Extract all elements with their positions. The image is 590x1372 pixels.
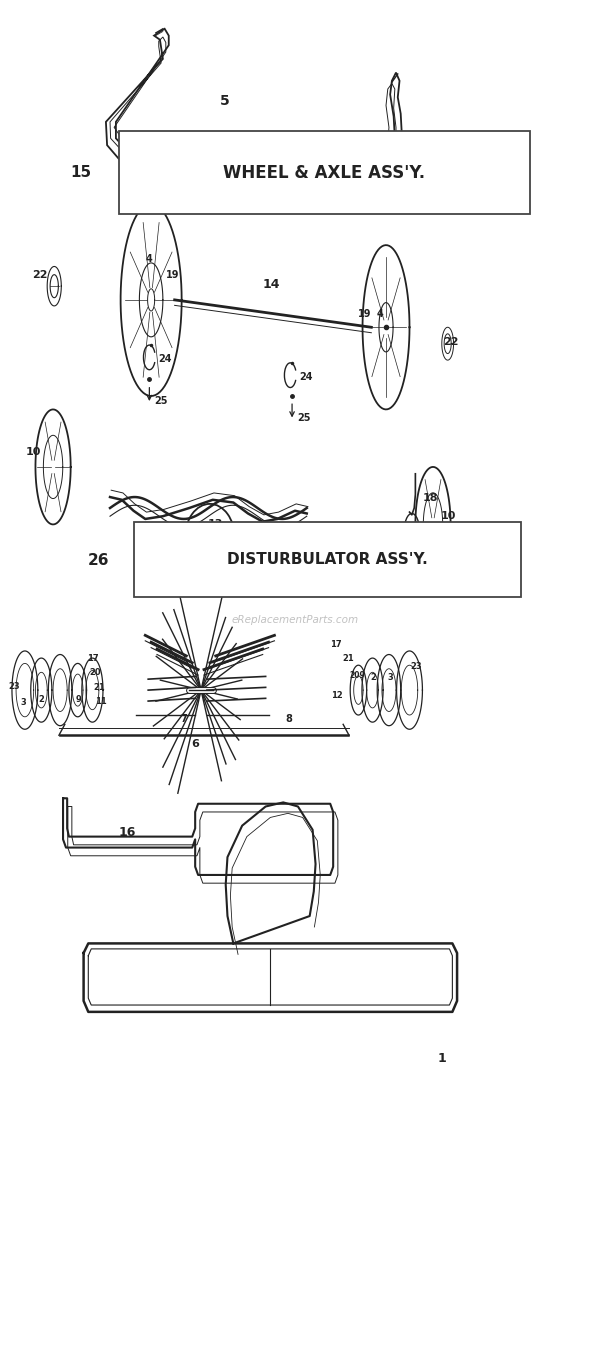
Text: 21: 21	[342, 654, 354, 663]
FancyBboxPatch shape	[119, 132, 530, 214]
Text: 16: 16	[119, 826, 136, 840]
Text: 20: 20	[90, 668, 101, 676]
Text: 2: 2	[371, 674, 376, 682]
Text: 11: 11	[96, 697, 107, 705]
Text: 6: 6	[191, 738, 199, 749]
Text: 7: 7	[180, 713, 187, 724]
Text: 8: 8	[286, 713, 293, 724]
Text: 3: 3	[21, 698, 27, 707]
Text: 1: 1	[437, 1052, 446, 1065]
FancyBboxPatch shape	[133, 521, 521, 597]
Text: 17: 17	[330, 641, 342, 649]
Text: 23: 23	[8, 682, 20, 690]
Text: 17: 17	[87, 654, 98, 663]
Text: 9: 9	[76, 696, 82, 704]
Text: 25: 25	[297, 413, 310, 423]
Text: 4: 4	[146, 254, 153, 263]
Text: 18: 18	[422, 494, 438, 504]
Text: WHEEL & AXLE ASS'Y.: WHEEL & AXLE ASS'Y.	[223, 163, 425, 181]
Text: 25: 25	[155, 397, 168, 406]
Text: 12: 12	[332, 691, 343, 700]
Text: 3: 3	[388, 674, 394, 682]
Text: 22: 22	[32, 270, 47, 280]
Text: 19: 19	[166, 270, 179, 280]
Text: 21: 21	[94, 683, 106, 691]
Text: 23: 23	[410, 663, 422, 671]
Text: 13: 13	[208, 520, 224, 530]
Text: 10: 10	[441, 512, 457, 521]
Text: 10: 10	[26, 447, 41, 457]
Text: 4: 4	[377, 309, 384, 318]
Text: 15: 15	[70, 165, 91, 180]
Text: 26: 26	[87, 553, 109, 568]
Text: 24: 24	[158, 354, 171, 364]
Text: 2: 2	[38, 696, 44, 704]
Text: 14: 14	[263, 279, 280, 291]
Text: 22: 22	[443, 338, 458, 347]
Text: eReplacementParts.com: eReplacementParts.com	[231, 615, 359, 626]
Text: 5: 5	[219, 95, 230, 108]
Text: 209: 209	[349, 671, 365, 679]
Text: 24: 24	[299, 372, 312, 381]
Text: DISTURBULATOR ASS'Y.: DISTURBULATOR ASS'Y.	[227, 552, 428, 567]
Text: 19: 19	[358, 309, 371, 318]
